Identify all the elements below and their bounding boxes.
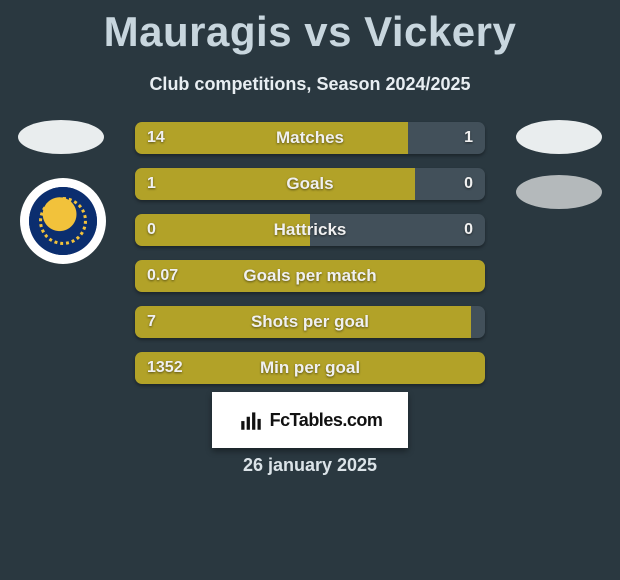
stat-bar-left [135,352,485,384]
stat-value-left: 7 [147,306,156,338]
stat-row: 10Goals [135,168,485,200]
player-left-club-logo [20,178,106,264]
stat-bar-left [135,306,471,338]
brand-text: FcTables.com [270,410,383,431]
stat-value-right: 0 [464,214,473,246]
brand-badge: FcTables.com [212,392,408,448]
stat-value-left: 1352 [147,352,183,384]
player-right-placeholder-1 [516,120,602,154]
title-player-right: Vickery [364,8,516,55]
stat-bar-right [415,168,485,200]
date-text: 26 january 2025 [0,455,620,476]
stat-row: 00Hattricks [135,214,485,246]
stat-row: 0.07Goals per match [135,260,485,292]
stat-bar-left [135,168,415,200]
stat-bar-left [135,260,485,292]
title-player-left: Mauragis [104,8,292,55]
stat-bar-left [135,214,310,246]
stat-value-left: 14 [147,122,165,154]
stat-value-left: 1 [147,168,156,200]
chart-icon [238,407,264,433]
subtitle: Club competitions, Season 2024/2025 [0,74,620,95]
stat-bar-right [471,306,485,338]
stat-value-left: 0 [147,214,156,246]
stat-bar-left [135,122,408,154]
stat-bars: 141Matches10Goals00Hattricks0.07Goals pe… [135,122,485,398]
stat-row: 141Matches [135,122,485,154]
player-right-placeholder-2 [516,175,602,209]
stat-row: 7Shots per goal [135,306,485,338]
stat-bar-right [310,214,485,246]
player-left-placeholder-1 [18,120,104,154]
page-title: Mauragis vs Vickery [0,0,620,56]
stat-value-left: 0.07 [147,260,178,292]
stat-value-right: 0 [464,168,473,200]
title-vs: vs [304,8,352,55]
stat-bar-right [408,122,485,154]
stat-value-right: 1 [464,122,473,154]
stat-row: 1352Min per goal [135,352,485,384]
